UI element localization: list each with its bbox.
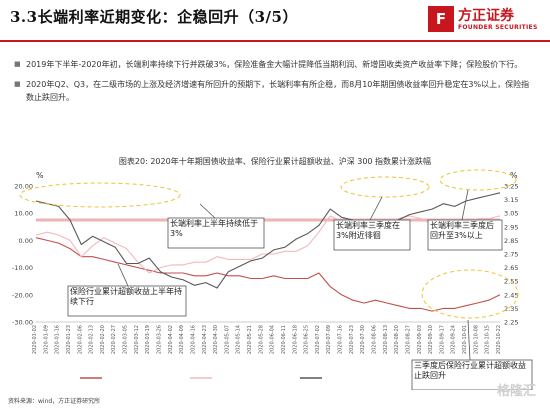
bullet-text: 2020年Q2、Q3，在二级市场的上涨及经济增速有所回升的预期下，长端利率有所企… (26, 80, 530, 102)
y-right-tick-label: 3.15 (504, 196, 518, 204)
x-tick-label: 2020-02-06 (77, 325, 83, 354)
x-tick-label: 2020-01-23 (66, 325, 72, 354)
annotation-layer: 长端利率上半年持续低于3% 长端利率三季度在3%附近徘徊 长端利率三季度后回升至… (19, 169, 533, 390)
annotation-arrow (461, 189, 469, 221)
x-tick-label: 2020-04-16 (190, 325, 196, 354)
annotation-arrow (117, 263, 129, 287)
logo-en-text: FOUNDER SECURITIES (458, 24, 538, 31)
y-left-tick-label: 0.00 (19, 237, 33, 245)
x-tick-label: 2020-05-28 (258, 325, 264, 354)
x-tick-label: 2020-06-18 (292, 325, 298, 354)
x-tick-label: 2020-04-30 (213, 325, 219, 354)
x-tick-label: 2020-02-20 (100, 325, 106, 354)
annotation-text: 长端利率三季度后回升至3%以上 (430, 221, 494, 240)
bullet-icon: ■ (14, 80, 21, 88)
annotation-text: 保险行业累计超额收益上半年持续下行 (70, 287, 182, 306)
bullet-icon: ■ (14, 60, 21, 68)
x-tick-label: 2020-07-09 (326, 325, 332, 354)
annotation-ellipse (439, 169, 517, 191)
x-tick-label: 2020-09-17 (439, 325, 445, 354)
source-note: 资料来源：wind，方正证券研究所 (8, 398, 101, 405)
brand-logo: F 方正证券 FOUNDER SECURITIES (428, 4, 540, 36)
annotation-ellipse (19, 182, 181, 208)
x-tick-label: 2020-02-13 (89, 325, 95, 354)
y-right-tick-label: 3.25 (504, 183, 518, 191)
x-tick-label: 2020-10-08 (473, 325, 479, 354)
x-tick-label: 2020-09-24 (451, 325, 457, 354)
y-left-tick-label: 20.00 (14, 183, 33, 191)
x-tick-label: 2020-07-02 (315, 325, 321, 354)
y-right-tick-label: 2.25 (504, 319, 518, 327)
y-right-tick-label: 3.05 (504, 210, 518, 218)
x-tick-label: 2020-10-15 (485, 325, 491, 354)
x-tick-label: 2020-09-03 (417, 325, 423, 354)
left-unit: % (36, 171, 44, 180)
watermark: 格隆汇 (496, 384, 536, 399)
x-tick-label: 2020-07-30 (360, 325, 366, 354)
x-tick-label: 2020-01-02 (32, 325, 38, 354)
bullet-item: ■ 2020年Q2、Q3，在二级市场的上涨及经济增速有所回升的预期下，长端利率有… (14, 78, 534, 104)
x-tick-label: 2020-05-21 (247, 325, 253, 354)
bullet-list: ■ 2019年下半年-2020年初，长端利率持续下行并跌破3%，保险准备金大幅计… (14, 58, 534, 111)
x-tick-label: 2020-09-10 (428, 325, 434, 354)
x-tick-label: 2020-08-27 (405, 325, 411, 354)
annotation-ellipse (340, 176, 430, 198)
annotation-text: 长端利率上半年持续低于3% (170, 219, 258, 238)
annotation-arrow (199, 203, 216, 219)
x-tick-label: 2020-04-02 (168, 325, 174, 354)
y-left-tick-label: -30.00 (12, 319, 33, 327)
x-tick-label: 2020-03-05 (123, 325, 129, 354)
x-tick-label: 2020-05-14 (236, 325, 242, 354)
series-line-2 (35, 192, 501, 289)
y-left-tick-label: -20.00 (12, 291, 33, 299)
annotation-box (167, 217, 265, 249)
y-left-tick-label: 10.00 (14, 210, 33, 218)
x-tick-label: 2020-08-06 (372, 325, 378, 354)
annotation-ellipse (421, 269, 519, 319)
annotation-arrow (369, 196, 383, 221)
y-right-tick-label: 2.95 (504, 223, 518, 231)
page-title: 3.3长端利率近期变化：企稳回升（3/5） (10, 8, 298, 26)
x-tick-label: 2020-03-26 (156, 325, 162, 354)
annotation-box (333, 219, 411, 251)
x-tick-label: 2020-04-23 (202, 325, 208, 354)
annotation-text: 长端利率三季度在3%附近徘徊 (336, 221, 400, 240)
bullet-item: ■ 2019年下半年-2020年初，长端利率持续下行并跌破3%，保险准备金大幅计… (14, 58, 534, 71)
series-line-0 (35, 237, 501, 312)
bullet-text: 2019年下半年-2020年初，长端利率持续下行并跌破3%，保险准备金大幅计提降… (26, 60, 523, 69)
right-unit: % (510, 171, 518, 180)
y-left-tick-label: -10.00 (12, 264, 33, 272)
x-tick-label: 2020-02-27 (111, 325, 117, 354)
x-tick-label: 2020-04-09 (179, 325, 185, 354)
x-tick-label: 2020-03-12 (134, 325, 140, 354)
annotation-box (427, 219, 503, 251)
logo-icon: F (428, 6, 454, 32)
y-right-tick-label: 2.35 (504, 305, 518, 313)
annotation-text: 三季度后保险行业累计超额收益止跌回升 (414, 361, 526, 380)
chart: 图表20: 2020年十年期国债收益率、保险行业累计超额收益、沪深 300 指数… (12, 156, 533, 390)
x-tick-label: 2020-01-16 (55, 325, 61, 354)
y-right-tick-label: 2.65 (504, 264, 518, 272)
annotation-box (67, 285, 187, 317)
x-tick-label: 2020-06-11 (281, 325, 287, 354)
logo-cn-text: 方正证券 (458, 8, 514, 24)
x-tick-label: 2020-06-25 (304, 325, 310, 354)
header-rule (0, 40, 550, 42)
x-tick-label: 2020-05-07 (224, 325, 230, 354)
chart-title: 图表20: 2020年十年期国债收益率、保险行业累计超额收益、沪深 300 指数… (119, 156, 431, 166)
x-tick-label: 2020-03-19 (145, 325, 151, 354)
x-tick-label: 2020-08-13 (383, 325, 389, 354)
x-tick-label: 2020-01-09 (43, 325, 49, 354)
x-tick-label: 2020-06-04 (270, 325, 276, 354)
y-right-tick-label: 2.85 (504, 237, 518, 245)
annotation-box (411, 359, 533, 390)
y-right-tick-label: 2.75 (504, 251, 518, 259)
y-right-tick-label: 2.45 (504, 291, 518, 299)
x-tick-label: 2020-07-23 (349, 325, 355, 354)
annotation-arrow (467, 319, 471, 361)
x-tick-label: 2020-07-16 (338, 325, 344, 354)
x-tick-label: 2020-08-20 (394, 325, 400, 354)
x-tick-label: 2020-10-22 (496, 325, 502, 354)
x-tick-label: 2020-10-01 (462, 325, 468, 354)
